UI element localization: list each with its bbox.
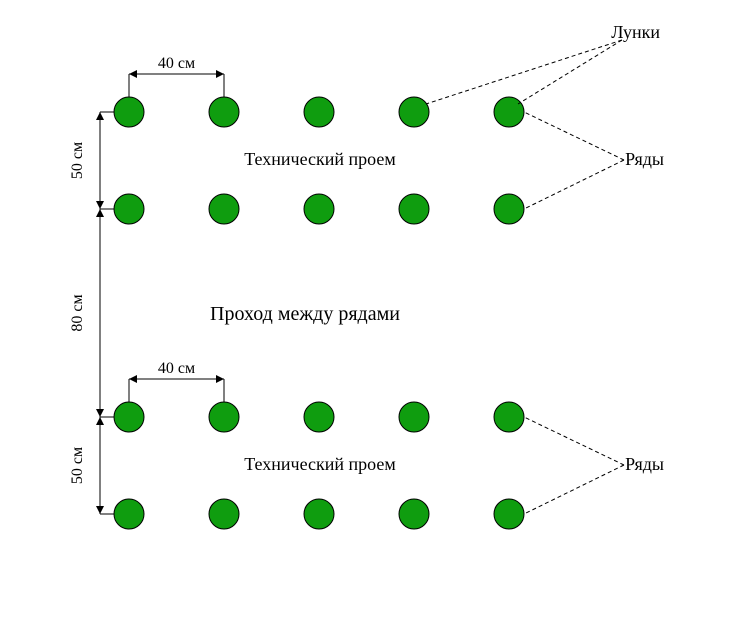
dim-arrow <box>96 409 104 417</box>
dim-arrow <box>96 201 104 209</box>
dim-arrow <box>216 70 224 78</box>
label-center: Проход между рядами <box>210 303 400 325</box>
dim-label-v: 80 см <box>69 294 86 331</box>
label-tech2: Технический проем <box>244 454 396 474</box>
dim-arrow <box>129 70 137 78</box>
hole-circle <box>399 194 429 224</box>
hole-circle <box>304 97 334 127</box>
hole-circle <box>209 402 239 432</box>
hole-circle <box>114 97 144 127</box>
leader-line <box>524 417 624 465</box>
dim-label-v: 50 см <box>69 142 86 179</box>
leader-line <box>524 465 624 514</box>
leader-line <box>426 40 622 104</box>
label-ryady2: Ряды <box>625 454 664 474</box>
hole-circle <box>494 97 524 127</box>
hole-circle <box>399 97 429 127</box>
hole-circle <box>114 194 144 224</box>
dim-label-h: 40 см <box>158 360 195 377</box>
label-lunki: Лунки <box>611 22 660 42</box>
hole-circle <box>304 402 334 432</box>
leader-line <box>524 112 624 160</box>
hole-circle <box>304 499 334 529</box>
dim-arrow <box>96 506 104 514</box>
hole-circle <box>494 499 524 529</box>
dim-arrow <box>96 112 104 120</box>
label-ryady1: Ряды <box>625 149 664 169</box>
dim-arrow <box>216 375 224 383</box>
dim-label-v: 50 см <box>69 447 86 484</box>
hole-circle <box>209 194 239 224</box>
dim-arrow <box>129 375 137 383</box>
hole-circle <box>304 194 334 224</box>
hole-circle <box>399 499 429 529</box>
dim-arrow <box>96 417 104 425</box>
hole-circle <box>114 402 144 432</box>
hole-circle <box>209 97 239 127</box>
dim-arrow <box>96 209 104 217</box>
hole-circle <box>114 499 144 529</box>
leader-line <box>518 40 622 104</box>
hole-circle <box>494 194 524 224</box>
hole-circle <box>494 402 524 432</box>
label-tech1: Технический проем <box>244 149 396 169</box>
leader-line <box>524 160 624 209</box>
dim-label-h: 40 см <box>158 55 195 72</box>
hole-circle <box>209 499 239 529</box>
hole-circle <box>399 402 429 432</box>
